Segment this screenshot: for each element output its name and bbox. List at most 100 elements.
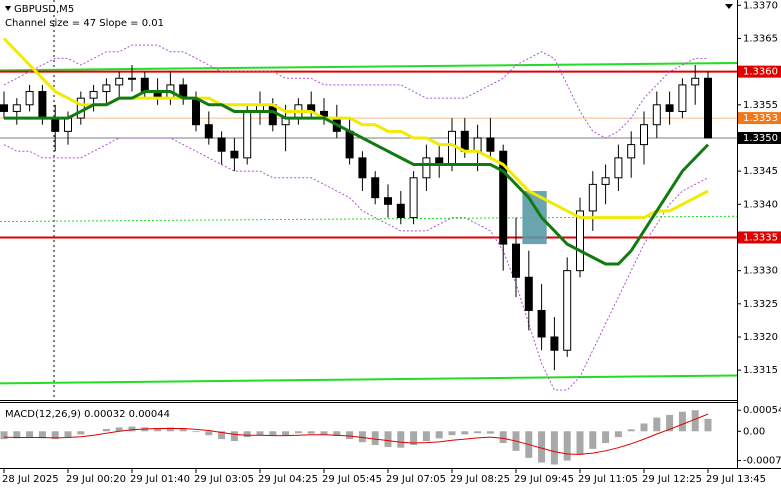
level-label: 1.3360 — [743, 67, 778, 78]
candle-body — [576, 210, 584, 272]
x-tick-label: 29 Jul 00:20 — [66, 474, 126, 485]
level-label: 1.3350 — [743, 133, 778, 144]
indicator-line — [4, 90, 710, 266]
macd-bar — [256, 431, 264, 436]
macd-bar — [435, 431, 443, 439]
menu-arrow[interactable] — [5, 6, 11, 11]
macd-bar — [448, 431, 456, 436]
macd-bar — [576, 431, 584, 455]
macd-bar — [486, 431, 494, 434]
candle-body — [0, 104, 8, 112]
macd-bar — [602, 431, 610, 444]
candle-body — [128, 77, 136, 80]
macd-bar — [499, 431, 507, 444]
candle-body — [499, 150, 508, 245]
candle-body — [115, 77, 124, 86]
candle-body — [371, 177, 380, 199]
candle-body — [563, 270, 572, 351]
x-tick-label: 29 Jul 11:05 — [578, 474, 638, 485]
macd-bar — [346, 431, 354, 440]
scroll-arrow[interactable] — [725, 4, 733, 9]
macd-bar — [666, 414, 674, 432]
candle-body — [12, 104, 21, 112]
macd-bar — [282, 431, 290, 436]
candle-body — [588, 183, 597, 212]
macd-bar — [320, 431, 328, 435]
macd-bar — [13, 431, 21, 439]
macd-bar — [38, 431, 46, 439]
macd-bar — [154, 428, 162, 432]
macd-bar — [77, 431, 85, 435]
macd-bar — [461, 431, 469, 435]
macd-bar — [294, 431, 302, 434]
macd-bar — [243, 431, 251, 438]
candle-body — [601, 177, 610, 185]
macd-bar — [410, 431, 418, 445]
candle-body — [243, 110, 252, 159]
candle-body — [217, 137, 226, 152]
macd-bar — [653, 417, 661, 432]
y-tick-label: 1.3370 — [743, 0, 778, 11]
level-box — [738, 112, 781, 125]
candle-body — [358, 157, 367, 179]
macd-bar — [0, 431, 8, 440]
macd-bar — [371, 431, 379, 445]
macd-bar — [192, 431, 200, 433]
macd-bar — [627, 429, 635, 432]
channel-line — [0, 215, 738, 223]
indicator-title: MACD(12,26,9) 0.00032 0.00044 — [5, 409, 170, 420]
y-tick-label: 1.3355 — [743, 100, 778, 111]
candle-body — [409, 177, 418, 219]
macd-bar — [166, 427, 174, 432]
macd-bar — [358, 431, 366, 443]
x-tick-label: 29 Jul 07:05 — [386, 474, 446, 485]
x-tick-label: 28 Jul 2025 — [2, 474, 59, 485]
candle-body — [512, 243, 520, 278]
level-box — [738, 131, 781, 144]
candle-body — [550, 336, 559, 351]
candle-body — [665, 104, 674, 112]
candle-body — [345, 130, 354, 159]
candle-body — [89, 91, 98, 99]
macd-bar — [563, 431, 571, 461]
candle-body — [627, 144, 636, 159]
y-tick-label: 1.3320 — [743, 332, 778, 343]
macd-bar — [474, 431, 482, 434]
candle-body — [422, 157, 431, 179]
chart-subtitle: Channel size = 47 Slope = 0.01 — [5, 18, 164, 29]
macd-bar — [538, 431, 546, 463]
macd-bar — [51, 431, 59, 440]
y-tick-label: 1.3345 — [743, 166, 778, 177]
candle-body — [524, 276, 533, 311]
candle-body — [486, 137, 495, 152]
macd-bar — [397, 431, 405, 448]
macd-bar — [550, 431, 558, 465]
candle-body — [102, 84, 111, 93]
y-tick-label: 1.3315 — [743, 365, 778, 376]
x-tick-label: 29 Jul 01:40 — [130, 474, 190, 485]
x-tick-label: 29 Jul 03:05 — [194, 474, 254, 485]
level-box — [738, 65, 781, 78]
macd-bar — [589, 431, 597, 449]
candle-body — [614, 157, 623, 179]
macd-bar — [115, 427, 123, 432]
candle-body — [51, 117, 60, 132]
candle-body — [691, 77, 700, 86]
y-tick-label: 1.3325 — [743, 299, 778, 310]
x-tick-label: 29 Jul 12:25 — [642, 474, 702, 485]
candle-body — [64, 117, 72, 132]
indicator-line — [3, 44, 708, 139]
y-tick-label: 0.00 — [743, 426, 765, 437]
x-tick-label: 29 Jul 05:45 — [322, 474, 382, 485]
candle-body — [537, 309, 546, 338]
x-tick-label: 29 Jul 09:45 — [514, 474, 574, 485]
x-tick-label: 29 Jul 04:25 — [258, 474, 318, 485]
candle-body — [460, 130, 469, 152]
macd-bar — [384, 431, 392, 447]
channel-line — [0, 374, 738, 385]
y-tick-label: 1.3365 — [743, 33, 778, 44]
macd-bar — [307, 431, 315, 434]
